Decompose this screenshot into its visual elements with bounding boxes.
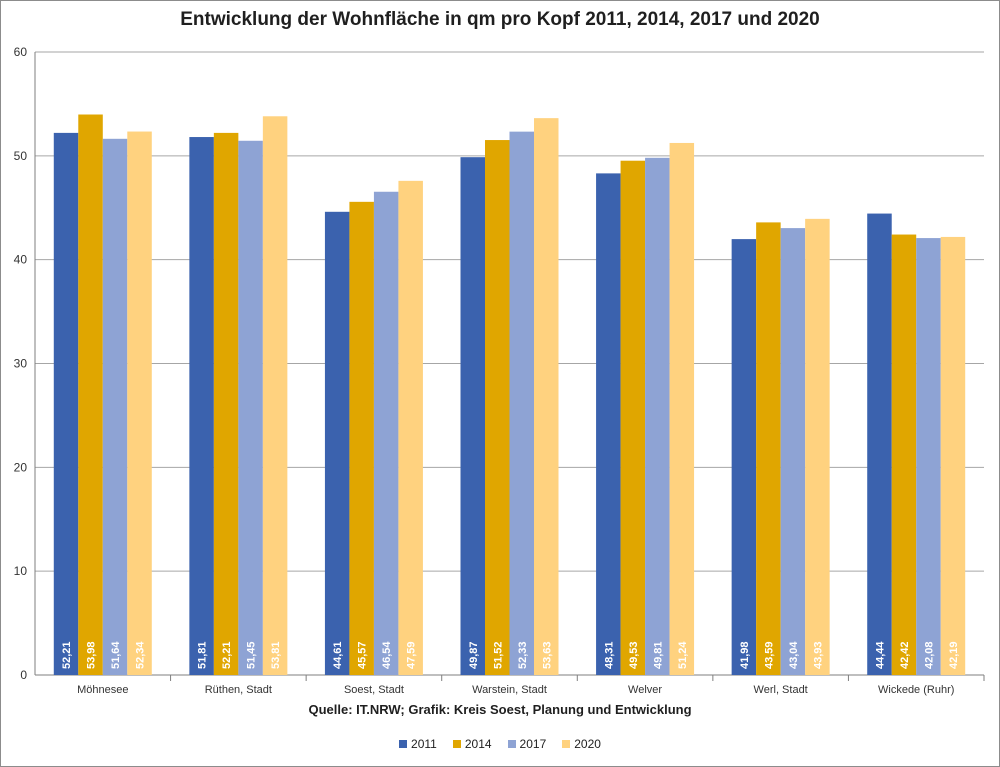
bar-2014 [213,132,239,675]
x-tick-label: Werl, Stadt [754,684,808,696]
data-label: 49,81 [652,641,664,669]
data-label: 52,21 [61,641,73,669]
data-label: 53,81 [270,641,282,669]
bar-2020 [940,236,966,675]
x-tick-label: Welver [628,684,662,696]
y-tick-label: 40 [14,253,28,267]
y-tick-label: 10 [14,564,28,578]
data-label: 49,87 [468,641,480,669]
bar-2017 [780,228,806,676]
data-label: 43,59 [763,641,775,669]
bar-2011 [324,211,350,675]
data-label: 42,19 [948,641,960,669]
bar-2020 [398,180,423,675]
bar-2011 [731,239,757,675]
data-label: 44,44 [874,641,886,669]
data-label: 51,52 [492,641,504,669]
data-label: 49,53 [628,641,640,669]
data-label: 52,21 [221,641,233,669]
data-label: 45,57 [357,641,369,669]
legend: 2011 2014 2017 2020 [0,737,1000,751]
data-label: 51,45 [246,641,258,669]
x-tick-label: Soest, Stadt [344,684,404,696]
data-label: 52,34 [135,641,147,669]
legend-swatch-2020 [562,740,571,748]
data-label: 47,59 [406,641,418,669]
legend-label-2017: 2017 [519,737,547,751]
bar-2017 [916,238,941,675]
data-label: 43,04 [788,641,800,669]
legend-item-2017: 2017 [507,737,547,751]
legend-item-2011: 2011 [399,737,437,751]
data-label: 51,81 [197,641,209,669]
legend-item-2020: 2020 [562,737,601,751]
legend-label-2020: 2020 [574,737,601,751]
y-tick-label: 20 [14,460,28,474]
bar-2020 [127,131,152,676]
x-tick-label: Möhnesee [77,684,128,696]
data-label: 51,64 [110,641,122,669]
bar-2014 [756,222,781,675]
bar-2017 [645,157,670,676]
y-tick-label: 0 [20,668,27,682]
data-label: 46,54 [381,641,393,669]
legend-label-2014: 2014 [464,737,492,751]
legend-swatch-2017 [507,740,516,748]
x-tick-label: Warstein, Stadt [472,684,547,696]
data-label: 51,24 [677,641,689,669]
x-tick-label: Rüthen, Stadt [205,684,272,696]
y-tick-label: 30 [14,357,28,371]
bar-2017 [509,131,534,676]
bar-2017 [238,140,263,676]
data-label: 41,98 [739,641,751,669]
bar-2020 [534,118,559,675]
legend-label-2011: 2011 [411,737,437,751]
data-label: 48,31 [603,641,615,669]
bar-2011 [53,132,79,675]
bar-2014 [349,201,374,676]
bar-2011 [460,157,485,675]
data-label: 52,33 [517,641,529,669]
y-tick-label: 60 [14,45,28,59]
bar-2011 [596,173,621,675]
legend-swatch-2014 [452,740,461,748]
bar-2011 [189,137,214,676]
data-label: 53,63 [541,641,553,669]
bar-2020 [805,218,830,675]
bar-2014 [78,114,103,675]
y-tick-label: 50 [14,149,28,163]
bar-2020 [669,142,695,675]
bar-2014 [891,234,917,675]
chart-title: Entwicklung der Wohnfläche in qm pro Kop… [180,9,820,30]
legend-swatch-2011 [399,740,408,748]
bar-2011 [867,213,892,675]
data-label: 42,42 [899,641,911,669]
data-label: 53,98 [86,641,98,669]
bar-2017 [373,191,399,675]
legend-item-2014: 2014 [452,737,492,751]
data-label: 43,93 [812,641,824,669]
bar-2017 [102,138,128,675]
x-tick-label: Wickede (Ruhr) [878,684,954,696]
bar-2014 [620,160,646,675]
data-label: 44,61 [332,641,344,669]
source-note: Quelle: IT.NRW; Grafik: Kreis Soest, Pla… [308,702,692,717]
data-label: 42,08 [923,641,935,669]
bar-2014 [485,140,510,675]
bar-2020 [262,116,288,676]
